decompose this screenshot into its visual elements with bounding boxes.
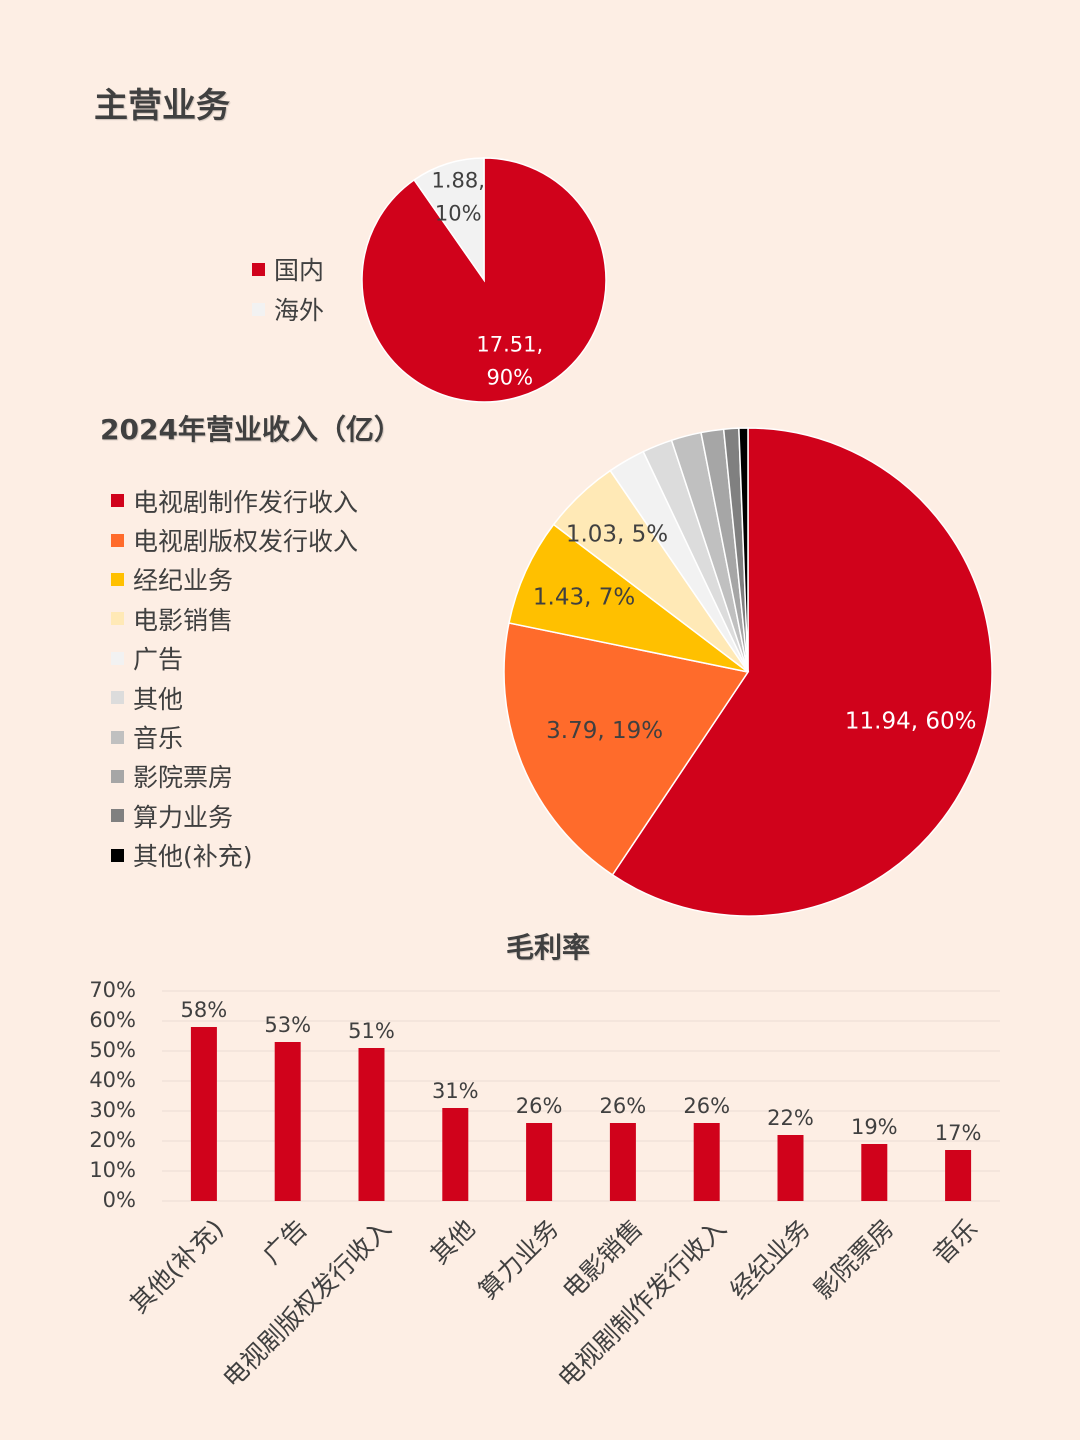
y-tick-label: 40% — [89, 1068, 136, 1092]
legend-item: 国内 — [252, 249, 324, 289]
y-tick-label: 10% — [89, 1158, 136, 1182]
bar-value-label: 19% — [851, 1115, 898, 1139]
legend-item: 其他(补充) — [111, 836, 358, 875]
legend-swatch — [111, 730, 124, 744]
pie-data-label: 17.51, 90% — [476, 333, 543, 390]
legend-label: 电视剧版权发行收入 — [133, 527, 359, 557]
legend-swatch — [111, 612, 124, 626]
legend-label: 电影销售 — [133, 605, 234, 635]
legend-label: 影院票房 — [133, 763, 234, 793]
x-tick-label: 电视剧制作发行收入 — [552, 1214, 732, 1394]
bar — [777, 1135, 804, 1201]
x-tick-label: 影院票房 — [808, 1214, 899, 1305]
bar-value-label: 26% — [516, 1094, 563, 1118]
y-tick-label: 0% — [103, 1188, 136, 1212]
legend-label: 电视剧制作发行收入 — [133, 487, 359, 517]
bar — [358, 1048, 385, 1201]
pie2-legend: 电视剧制作发行收入 电视剧版权发行收入 经纪业务电影销售广告其他音乐影院票房算力业务… — [111, 481, 358, 875]
y-tick-label: 20% — [89, 1128, 136, 1152]
bar-value-label: 53% — [264, 1013, 311, 1037]
bar-value-label: 51% — [348, 1019, 395, 1043]
pie1-legend: 国内 海外 — [252, 249, 324, 329]
legend-item: 广告 — [111, 639, 358, 678]
legend-swatch — [111, 691, 124, 705]
pie-slice — [413, 157, 485, 283]
title-revenue-2024: 2024年营业收入（亿） — [100, 413, 402, 446]
pie-slice — [503, 622, 750, 876]
legend-label: 算力业务 — [133, 802, 234, 832]
title-main-business: 主营业务 — [94, 86, 230, 126]
bar — [861, 1144, 888, 1201]
pie-data-label: 1.88, 10% — [431, 168, 484, 225]
legend-swatch — [252, 262, 265, 276]
bar — [274, 1042, 301, 1201]
x-tick-label: 其他 — [425, 1214, 481, 1270]
bar — [442, 1108, 469, 1201]
legend-item: 电影销售 — [111, 599, 358, 638]
pie-data-label: 11.94, 60% — [845, 708, 977, 734]
y-tick-label: 70% — [89, 978, 136, 1002]
bar — [526, 1123, 553, 1201]
bar-value-label: 26% — [683, 1094, 730, 1118]
bar-value-label: 22% — [767, 1106, 814, 1130]
pie-data-label: 1.43, 7% — [533, 584, 635, 610]
legend-item: 电视剧制作发行收入 — [111, 481, 358, 520]
legend-swatch — [111, 494, 124, 508]
legend-item: 海外 — [252, 289, 324, 329]
pie-slice — [611, 427, 993, 917]
x-tick-label: 经纪业务 — [725, 1214, 816, 1305]
bar-value-label: 58% — [181, 998, 228, 1022]
legend-label: 音乐 — [133, 724, 184, 754]
legend-label: 其他 — [133, 684, 184, 714]
legend-item: 影院票房 — [111, 757, 358, 796]
legend-label: 广告 — [133, 645, 184, 675]
pie-data-label: 1.03, 5% — [566, 521, 668, 547]
legend-item: 经纪业务 — [111, 560, 358, 599]
x-tick-label: 广告 — [257, 1214, 313, 1270]
bar — [945, 1150, 972, 1201]
x-tick-label: 电视剧版权发行收入 — [217, 1214, 397, 1394]
legend-item: 其他 — [111, 678, 358, 717]
legend-swatch — [111, 848, 124, 862]
bar-value-label: 26% — [600, 1094, 647, 1118]
legend-swatch — [111, 572, 124, 586]
legend-label: 国内 — [274, 256, 325, 285]
bar — [693, 1123, 720, 1201]
legend-label: 经纪业务 — [133, 566, 234, 596]
legend-label: 海外 — [274, 296, 325, 325]
x-tick-label: 算力业务 — [473, 1214, 564, 1305]
legend-swatch — [111, 809, 124, 823]
legend-swatch — [111, 533, 124, 547]
bar-value-label: 17% — [935, 1121, 982, 1145]
y-tick-label: 30% — [89, 1098, 136, 1122]
legend-item: 电视剧版权发行收入 — [111, 520, 358, 559]
legend-swatch — [252, 302, 265, 316]
x-tick-label: 其他(补充) — [124, 1214, 229, 1319]
legend-item: 算力业务 — [111, 796, 358, 835]
pie-slice — [738, 427, 749, 673]
y-tick-label: 60% — [89, 1008, 136, 1032]
legend-swatch — [111, 651, 124, 665]
bar — [609, 1123, 636, 1201]
legend-item: 音乐 — [111, 717, 358, 756]
bar — [190, 1027, 217, 1201]
legend-swatch — [111, 769, 124, 783]
y-tick-label: 50% — [89, 1038, 136, 1062]
title-gross-margin: 毛利率 — [505, 931, 590, 964]
pie-data-label: 3.79, 19% — [546, 717, 663, 743]
legend-label: 其他(补充) — [133, 842, 253, 872]
bar-value-label: 31% — [432, 1079, 479, 1103]
pie-slice — [508, 523, 749, 673]
x-tick-label: 音乐 — [927, 1214, 983, 1270]
